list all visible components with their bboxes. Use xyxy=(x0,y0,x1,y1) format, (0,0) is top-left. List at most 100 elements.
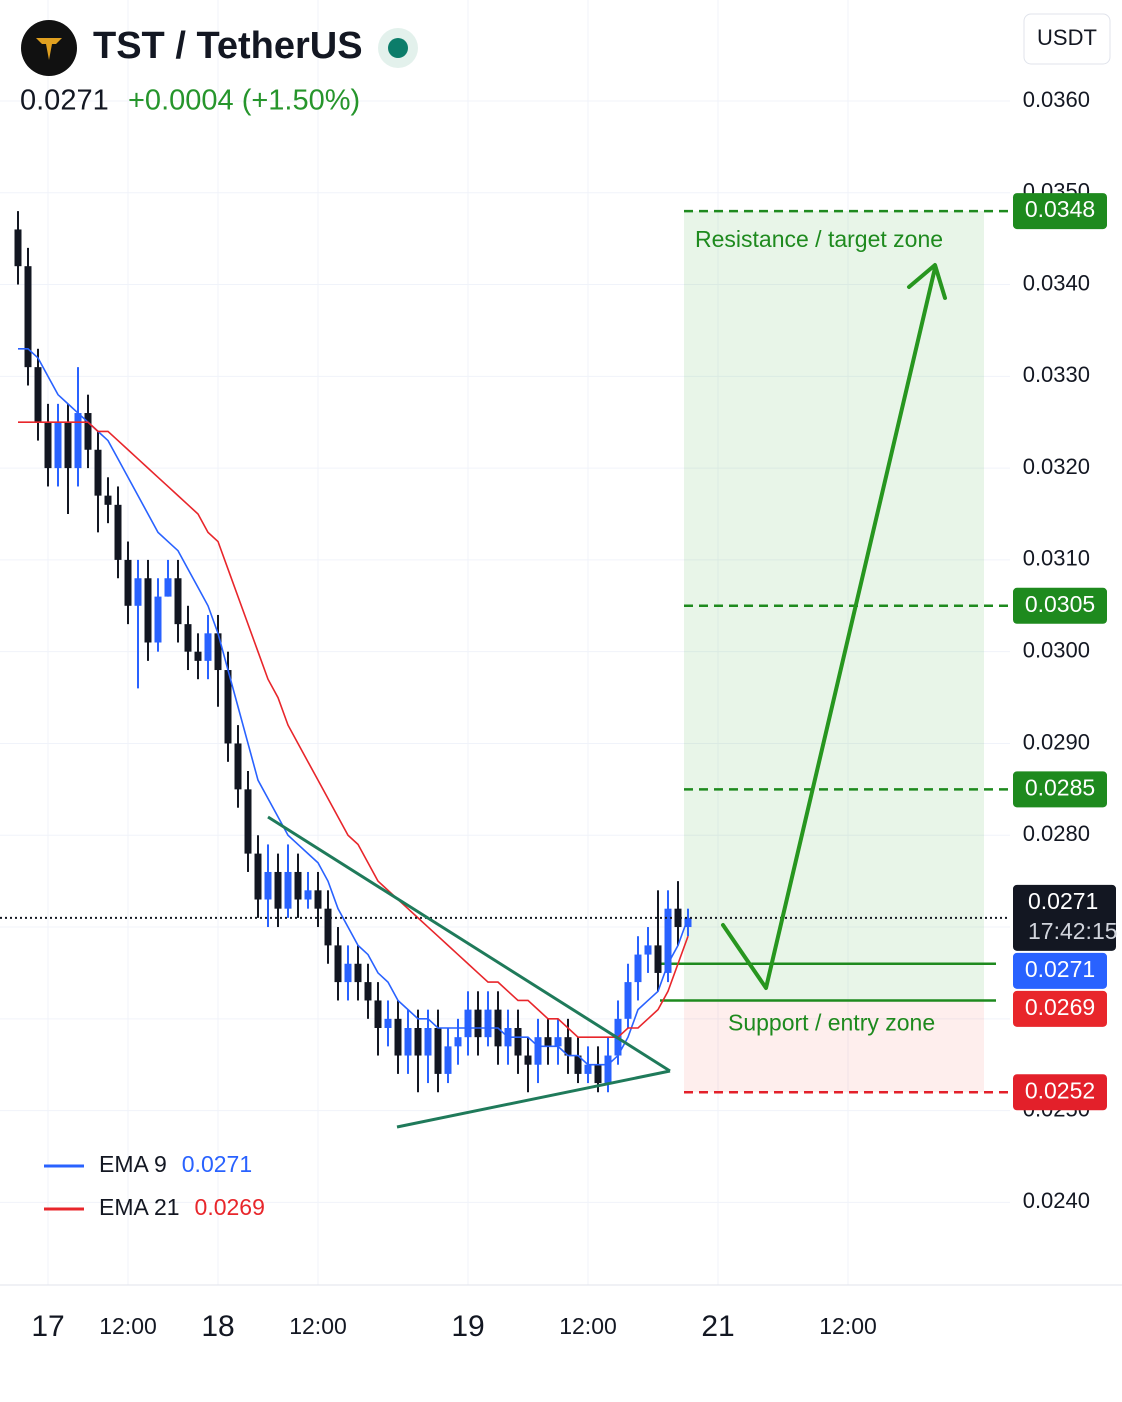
candle-body xyxy=(164,578,172,597)
candle-body xyxy=(534,1037,542,1065)
candle-body xyxy=(264,871,272,900)
candle-body xyxy=(674,908,682,928)
x-tick-label: 21 xyxy=(701,1310,734,1343)
x-tick-label: 19 xyxy=(451,1310,484,1343)
y-tick-label: 0.0300 xyxy=(1023,637,1090,662)
candle-body xyxy=(554,1037,562,1047)
candle-body xyxy=(654,945,662,973)
market-status xyxy=(388,38,408,58)
candle-body xyxy=(424,1028,432,1056)
candle-body xyxy=(404,1028,412,1056)
candle-body xyxy=(244,789,252,854)
badge-price: 0.0252 xyxy=(1025,1077,1095,1103)
candle-body xyxy=(194,651,202,661)
y-tick-label: 0.0330 xyxy=(1023,362,1090,387)
candle-body xyxy=(594,1064,602,1084)
legend-name: EMA 9 xyxy=(99,1151,167,1177)
legend-value: 0.0269 xyxy=(195,1194,265,1220)
badge-price: 0.0348 xyxy=(1025,196,1095,222)
candle-body xyxy=(624,982,632,1019)
candle-body xyxy=(224,670,232,744)
candle-body xyxy=(314,890,322,909)
triangle-pattern xyxy=(267,815,671,1129)
candle-body xyxy=(324,908,332,946)
candle-body xyxy=(454,1037,462,1047)
x-tick-label: 12:00 xyxy=(289,1313,347,1339)
header: TST / TetherUS 0.0271 +0.0004 (+1.50%) U… xyxy=(20,13,1111,117)
candle-body xyxy=(584,1064,592,1074)
trend-line xyxy=(267,815,671,1073)
candle-body xyxy=(14,229,22,267)
price-badge xyxy=(1013,193,1107,230)
candle-body xyxy=(84,413,92,450)
candle-body xyxy=(414,1028,422,1056)
candle-body xyxy=(34,367,42,423)
candle-body xyxy=(484,1009,492,1038)
price-badge xyxy=(1013,884,1116,951)
y-tick-label: 0.0280 xyxy=(1023,821,1090,846)
candle-body xyxy=(64,422,72,469)
legend-value: 0.0271 xyxy=(182,1151,252,1177)
price-change: +0.0004 (+1.50%) xyxy=(128,85,360,117)
badge-price: 0.0271 xyxy=(1028,888,1098,914)
candle-body xyxy=(444,1046,452,1074)
badge-countdown: 17:42:15 xyxy=(1028,918,1118,944)
candle-body xyxy=(104,495,112,505)
zones: Resistance / target zone Support / entry … xyxy=(660,209,1012,1094)
candle-body xyxy=(394,1018,402,1056)
badge-price: 0.0285 xyxy=(1025,774,1095,800)
badge-price: 0.0269 xyxy=(1025,994,1095,1020)
candle-body xyxy=(524,1055,532,1065)
x-tick-label: 12:00 xyxy=(819,1313,877,1339)
candle-body xyxy=(184,624,192,652)
price-badge xyxy=(1013,587,1107,624)
zone-label: Resistance / target zone xyxy=(695,226,943,252)
candle-body xyxy=(214,633,222,671)
candle-body xyxy=(94,449,102,496)
currency-button[interactable] xyxy=(1023,13,1111,65)
candle-body xyxy=(384,1018,392,1028)
symbol-title: TST / TetherUS xyxy=(93,25,363,67)
candle-body xyxy=(434,1028,442,1074)
currency[interactable]: USDT xyxy=(1037,25,1097,50)
time-axis: 17 12:00 18 12:00 19 12:00 21 12:00 xyxy=(31,1310,876,1343)
candle-body xyxy=(124,559,132,606)
candle-body xyxy=(514,1028,522,1056)
candle-body xyxy=(334,945,342,983)
y-tick-label: 0.0320 xyxy=(1023,454,1090,479)
ema-line xyxy=(18,421,689,1038)
ema-line xyxy=(18,347,689,1066)
candle-body xyxy=(54,422,62,469)
candle-body xyxy=(364,982,372,1001)
price-badge xyxy=(1013,1074,1107,1111)
last-price: 0.0271 xyxy=(20,85,109,117)
candle-body xyxy=(294,871,302,900)
candle-body xyxy=(174,578,182,625)
zone xyxy=(684,1000,984,1093)
legend-name: EMA 21 xyxy=(99,1194,180,1220)
price-badge xyxy=(1013,952,1107,989)
x-tick-label: 12:00 xyxy=(99,1313,157,1339)
candle-body xyxy=(344,963,352,983)
arrow-head xyxy=(907,263,947,300)
candle-body xyxy=(284,871,292,909)
y-tick-label: 0.0290 xyxy=(1023,729,1090,754)
arrow-path xyxy=(721,266,937,990)
candle-body xyxy=(234,743,242,790)
target-arrow xyxy=(721,263,947,990)
price-badges: 0.0348 0.0305 0.0285 0.0271 17:42:15 0.0271 0.… xyxy=(1013,193,1118,1111)
zone-label: Support / entry zone xyxy=(728,1010,935,1036)
price-badge xyxy=(1013,990,1107,1027)
candle-body xyxy=(254,853,262,900)
candle-body xyxy=(304,890,312,900)
candle-body xyxy=(374,1000,382,1028)
x-tick-label: 18 xyxy=(201,1310,234,1343)
badge-price: 0.0271 xyxy=(1025,956,1095,982)
candle-body xyxy=(574,1055,582,1074)
candle-body xyxy=(544,1037,552,1047)
y-tick-label: 0.0240 xyxy=(1023,1188,1090,1213)
candle-body xyxy=(274,871,282,909)
plot xyxy=(0,211,1010,1093)
